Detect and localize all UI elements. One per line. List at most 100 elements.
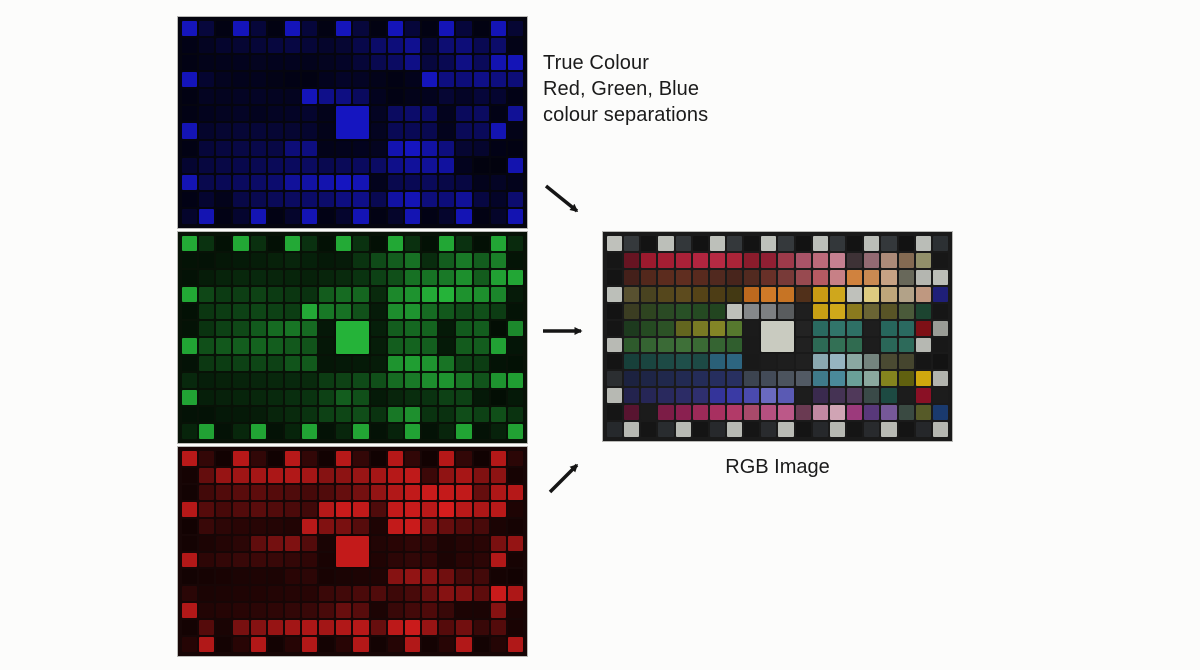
patch <box>387 321 403 337</box>
patch <box>490 321 506 337</box>
patch <box>233 253 249 269</box>
patch <box>490 620 506 636</box>
patch <box>370 552 386 568</box>
patch <box>404 287 421 303</box>
patch <box>932 303 948 319</box>
patch <box>795 354 811 370</box>
patch <box>490 140 506 156</box>
patch <box>812 388 828 404</box>
patch <box>847 371 863 387</box>
patch <box>404 552 421 568</box>
patch <box>370 535 386 551</box>
patch <box>898 286 914 302</box>
patch <box>370 423 386 439</box>
patch <box>864 236 880 251</box>
patch <box>353 38 369 54</box>
patch <box>744 236 760 251</box>
patch <box>422 389 438 405</box>
patch <box>216 451 232 466</box>
patch <box>473 304 489 320</box>
patch <box>182 372 198 388</box>
patch <box>898 354 914 370</box>
patch <box>233 586 249 602</box>
patch <box>216 389 232 405</box>
patch <box>507 72 523 88</box>
patch <box>267 287 283 303</box>
patch <box>233 157 249 173</box>
patch <box>658 269 674 285</box>
patch <box>439 304 455 320</box>
patch <box>387 270 403 286</box>
patch <box>641 269 657 285</box>
patch <box>370 157 386 173</box>
patch <box>353 451 369 466</box>
patch <box>507 21 523 37</box>
patch <box>607 252 623 268</box>
patch <box>507 236 523 252</box>
patch <box>267 451 283 466</box>
patch <box>439 535 455 551</box>
patch <box>199 620 215 636</box>
patch <box>422 535 438 551</box>
patch <box>744 388 760 404</box>
patch <box>319 389 335 405</box>
patch <box>624 252 640 268</box>
patch <box>422 21 438 37</box>
patch <box>473 637 489 652</box>
patch <box>182 140 198 156</box>
patch <box>490 586 506 602</box>
patch <box>404 535 421 551</box>
patch <box>182 389 198 405</box>
patch <box>778 371 794 387</box>
patch <box>336 208 352 224</box>
patch <box>658 320 674 336</box>
patch <box>284 501 301 517</box>
patch <box>267 338 283 354</box>
patch <box>795 303 811 319</box>
patch <box>199 287 215 303</box>
patch <box>319 253 335 269</box>
patch <box>473 89 489 105</box>
patch <box>336 637 352 652</box>
patch <box>336 270 352 286</box>
patch <box>456 72 472 88</box>
patch <box>709 252 726 268</box>
patch <box>267 372 283 388</box>
patch <box>404 140 421 156</box>
patch <box>250 89 266 105</box>
patch <box>199 484 215 500</box>
patch <box>353 586 369 602</box>
patch <box>370 451 386 466</box>
patch <box>353 423 369 439</box>
patch <box>302 236 318 252</box>
patch <box>233 535 249 551</box>
patch <box>744 303 760 319</box>
patch <box>490 157 506 173</box>
patch <box>302 637 318 652</box>
patch <box>404 338 421 354</box>
patch <box>624 269 640 285</box>
patch <box>387 467 403 483</box>
patch <box>675 422 691 437</box>
patch <box>199 38 215 54</box>
patch <box>319 423 335 439</box>
patch <box>847 320 863 336</box>
patch <box>404 501 421 517</box>
patch <box>778 236 794 251</box>
patch <box>490 518 506 534</box>
patch <box>233 123 249 139</box>
patch <box>319 372 335 388</box>
patch <box>353 603 369 619</box>
patch <box>370 236 386 252</box>
patch <box>336 569 352 585</box>
patch <box>864 354 880 370</box>
patch <box>898 320 914 336</box>
patch <box>473 569 489 585</box>
patch <box>829 320 846 336</box>
patch <box>370 355 386 371</box>
patch <box>812 320 828 336</box>
patch <box>658 236 674 251</box>
patch <box>319 270 335 286</box>
patch <box>422 140 438 156</box>
patch <box>864 303 880 319</box>
